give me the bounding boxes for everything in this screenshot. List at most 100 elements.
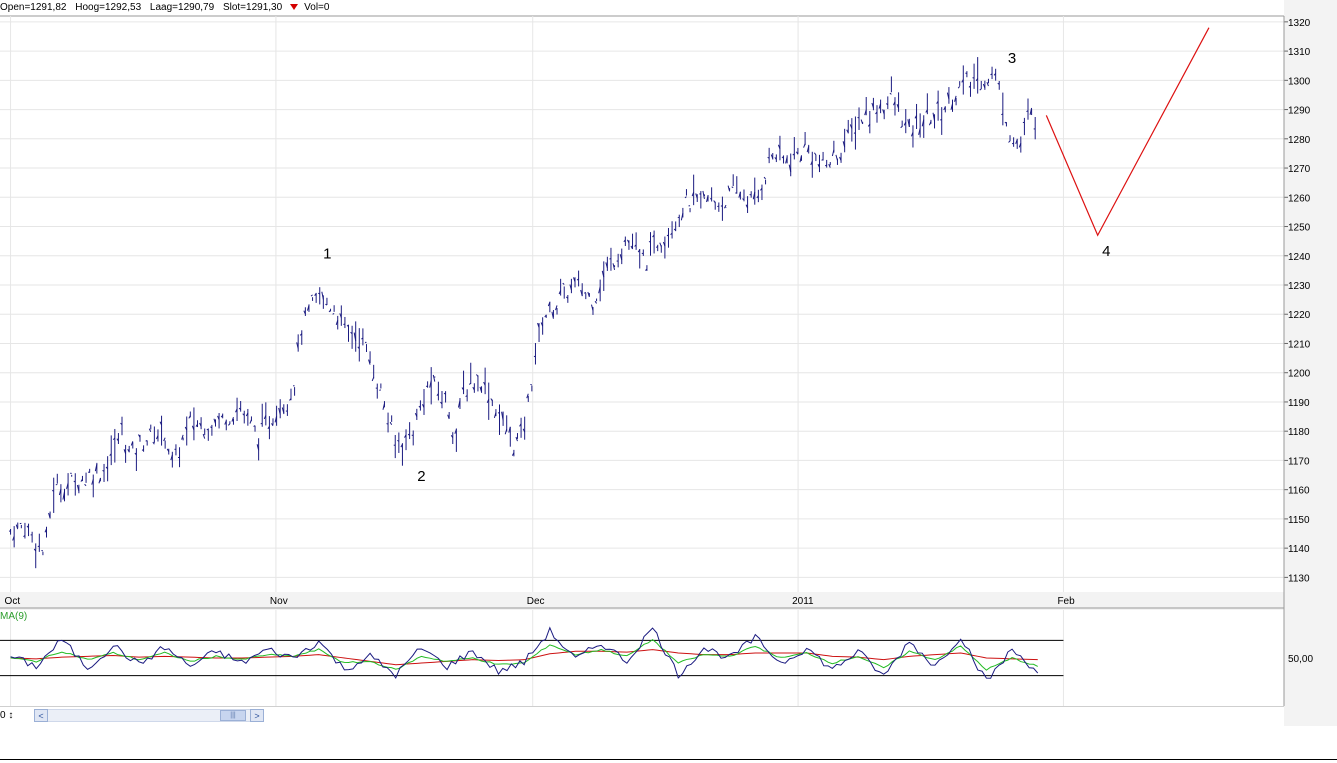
price-bar-open xyxy=(1029,107,1033,115)
wave-label-1: 1 xyxy=(323,246,331,263)
price-bar-open xyxy=(145,439,148,442)
price-bar-open xyxy=(670,232,673,236)
price-bar-open xyxy=(350,331,353,335)
price-bar-open xyxy=(156,435,159,440)
price-bar-open xyxy=(422,404,425,408)
price-bar-open xyxy=(479,386,483,393)
date-axis-bg xyxy=(0,592,1284,610)
y-tick-label: 1200 xyxy=(1288,369,1311,380)
price-bar-open xyxy=(580,289,583,296)
price-bar-open xyxy=(159,421,163,426)
y-tick-label: 1320 xyxy=(1288,18,1311,29)
price-bar-open xyxy=(253,425,256,427)
price-panel-bg xyxy=(0,16,1284,592)
price-bar-open xyxy=(314,293,317,296)
scroll-left-button[interactable]: < xyxy=(34,709,48,722)
price-bar-open xyxy=(932,112,936,122)
price-bar-open xyxy=(587,291,590,298)
price-bar-open xyxy=(66,482,69,489)
scroll-track[interactable] xyxy=(48,709,250,722)
price-bar-open xyxy=(389,421,393,426)
price-bar-open xyxy=(105,466,109,470)
price-bar-open xyxy=(472,386,475,391)
price-bar-open xyxy=(202,433,206,439)
price-bar-open xyxy=(191,425,195,431)
price-bar-open xyxy=(260,422,263,425)
price-bar-open xyxy=(123,449,127,454)
price-bar-open xyxy=(813,152,817,156)
price-bar-open xyxy=(745,204,749,209)
price-bar-open xyxy=(271,423,274,427)
price-bar-open xyxy=(756,195,759,199)
price-bar-open xyxy=(695,193,698,199)
price-bar-open xyxy=(465,395,468,398)
price-bar-open xyxy=(450,435,454,438)
price-bar-open xyxy=(893,101,896,106)
scroll-mode-indicator[interactable]: 0 ↕ xyxy=(0,710,14,721)
price-bar-open xyxy=(181,434,184,440)
price-bar-open xyxy=(368,359,371,365)
y-tick-label: 1250 xyxy=(1288,223,1311,234)
price-bar-open xyxy=(429,380,432,388)
price-bar-open xyxy=(519,423,522,427)
price-bar-open xyxy=(52,490,54,492)
price-bar-open xyxy=(770,154,774,159)
y-tick-label: 1290 xyxy=(1288,106,1311,117)
price-bar-open xyxy=(946,92,950,100)
y-tick-label: 1310 xyxy=(1288,47,1311,58)
y-tick-label: 1170 xyxy=(1288,456,1310,467)
price-bar-open xyxy=(454,429,457,434)
price-bar-open xyxy=(601,270,605,278)
price-bar-open xyxy=(788,164,792,173)
price-bar-open xyxy=(810,161,813,166)
wave-label-2: 2 xyxy=(417,468,425,485)
price-bar-open xyxy=(576,278,579,281)
price-bar-open xyxy=(289,398,292,401)
price-bar-open xyxy=(691,191,695,197)
open-value: Open=1291,82 xyxy=(0,2,67,13)
price-bar-open xyxy=(742,198,745,201)
price-bar-open xyxy=(382,403,385,410)
price-bar-open xyxy=(195,423,198,427)
price-bar-open xyxy=(781,156,784,159)
price-bar-open xyxy=(731,186,734,189)
price-bar-open xyxy=(975,78,979,82)
price-bar-open xyxy=(447,414,450,420)
price-bar-open xyxy=(533,355,536,358)
scroll-thumb[interactable]: ||| xyxy=(220,710,246,721)
price-bar-open xyxy=(371,377,375,382)
price-bar-open xyxy=(760,187,763,191)
price-bar-open xyxy=(864,109,867,116)
price-bar-open xyxy=(249,419,252,424)
price-bar-open xyxy=(785,156,788,164)
price-bar-open xyxy=(1004,121,1007,124)
price-bar-open xyxy=(835,154,838,161)
price-bar-open xyxy=(490,398,493,402)
price-bar-open xyxy=(842,141,846,148)
price-bar-open xyxy=(702,190,705,200)
scroll-right-button[interactable]: > xyxy=(250,709,264,722)
price-bar-open xyxy=(950,103,953,110)
y-tick-label: 1150 xyxy=(1288,515,1310,526)
price-bar-open xyxy=(979,88,982,91)
price-bar-open xyxy=(166,448,170,452)
price-bar-open xyxy=(875,111,878,115)
price-bar-open xyxy=(217,415,220,421)
price-bar-open xyxy=(896,103,900,109)
price-bar-open xyxy=(713,200,716,204)
down-arrow-icon xyxy=(290,4,299,11)
price-bar-open xyxy=(1008,140,1011,143)
wave-label-4: 4 xyxy=(1102,243,1110,260)
price-bar-open xyxy=(612,263,616,271)
price-bar-open xyxy=(918,127,921,135)
price-bar-open xyxy=(537,322,540,328)
price-bar-open xyxy=(706,195,709,203)
price-bar-open xyxy=(303,310,306,315)
price-bar-open xyxy=(914,115,917,119)
horizontal-scrollbar[interactable]: 0 ↕ < ||| > xyxy=(0,706,1284,725)
price-bar-open xyxy=(210,426,213,429)
price-bar-open xyxy=(346,324,349,327)
y-tick-label: 1190 xyxy=(1288,398,1310,409)
price-bar-open xyxy=(936,100,939,104)
